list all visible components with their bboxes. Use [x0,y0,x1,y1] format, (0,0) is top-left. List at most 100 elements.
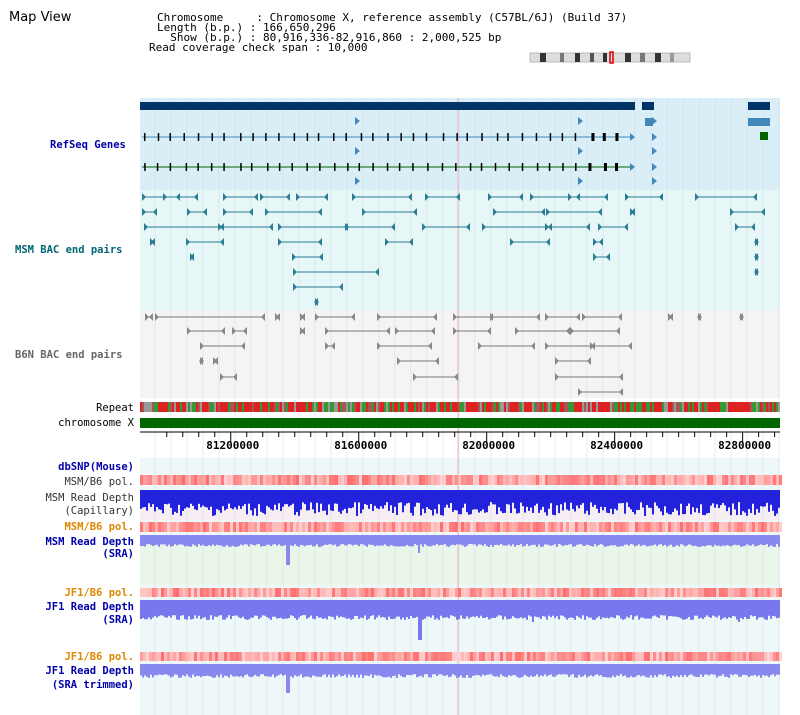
pol-cell [629,475,632,485]
pol-cell [395,588,398,597]
pol-cell [752,652,755,661]
depth-bar [738,600,740,622]
depth-bar [278,535,280,545]
depth-bar [454,600,456,617]
depth-bar [286,600,288,619]
depth-bar [202,664,204,676]
depth-bar [260,664,262,675]
depth-bar [182,664,184,676]
msm-bac-pairs-track[interactable] [142,193,765,306]
track-label-msm-bac[interactable]: MSM BAC end pairs [15,244,123,256]
repeat-mark [434,402,436,412]
depth-bar [344,664,346,675]
depth-bar [734,600,736,617]
pol-cell [371,475,374,485]
depth-bar [610,664,612,678]
pol-cell [383,588,386,597]
depth-bar [326,664,328,678]
depth-bar [222,535,224,547]
depth-bar [318,490,320,513]
track-label-dbsnp[interactable]: dbSNP(Mouse) [58,461,134,473]
depth-bar [320,600,322,618]
repeat-mark [520,402,522,412]
track-label-refseq[interactable]: RefSeq Genes [50,139,126,151]
depth-bar [358,490,360,503]
refseq-genes-track[interactable] [140,102,770,185]
pol-cell [509,652,512,661]
pol-cell [335,652,338,661]
pol-cell [248,522,251,532]
pol-cell [647,588,650,597]
depth-bar [192,600,194,620]
pol-cell [251,522,254,532]
depth-bar [252,600,254,618]
depth-bar [582,600,584,616]
gene-exon [425,133,428,141]
depth-bar [226,490,228,509]
depth-bar [168,490,170,504]
depth-bar [276,535,278,546]
pol-cell [173,475,176,485]
depth-bar [272,600,274,617]
pol-cell [758,475,761,485]
pol-cell [674,652,677,661]
pol-cell [368,475,371,485]
pol-cell [260,652,263,661]
depth-bar [558,600,560,620]
pol-cell [581,652,584,661]
repeat-mark [446,402,448,412]
pol-cell [464,588,467,597]
pol-cell [401,652,404,661]
depth-bar [614,490,616,509]
pol-cell [635,652,638,661]
pol-cell [749,475,752,485]
depth-bar [176,535,178,546]
depth-bar [160,600,162,616]
bac-end-marker [431,327,435,335]
pol-cell [377,652,380,661]
repeat-mark [506,402,508,412]
bac-end-marker [739,313,743,321]
pol-cell [443,475,446,485]
pol-cell [650,652,653,661]
pol-cell [368,588,371,597]
depth-bar [380,490,382,507]
pol-cell [365,652,368,661]
depth-bar [334,664,336,678]
b6n-bac-pairs-track[interactable] [145,313,744,396]
msm-b6-pol-track-1 [140,475,782,485]
track-label-b6n-bac[interactable]: B6N BAC end pairs [15,349,123,361]
pol-cell [257,522,260,532]
depth-bar [426,600,428,617]
gene-arrow [355,147,360,155]
depth-bar [318,600,320,618]
chromosome-ideogram[interactable] [529,51,691,64]
depth-bar [660,490,662,512]
pol-cell [146,652,149,661]
depth-bar [732,600,734,616]
depth-bar [226,600,228,618]
pol-cell [668,652,671,661]
depth-bar [742,664,744,675]
depth-bar [500,600,502,616]
depth-bar [588,664,590,677]
repeat-mark [696,402,698,412]
depth-bar [578,600,580,618]
repeat-mark [452,402,454,412]
gene-exon [466,133,468,141]
gene-exon [306,163,308,171]
depth-bar [758,664,760,676]
depth-bar [332,535,334,546]
pol-cell [341,588,344,597]
pol-cell [503,652,506,661]
depth-bar [562,535,564,547]
depth-bar [728,490,730,508]
depth-bar [666,490,668,513]
gene-exon [496,133,499,141]
depth-bar [264,600,266,616]
depth-bar [574,490,576,512]
pol-cell [677,588,680,597]
repeat-mark [242,402,244,412]
depth-bar [174,600,176,616]
